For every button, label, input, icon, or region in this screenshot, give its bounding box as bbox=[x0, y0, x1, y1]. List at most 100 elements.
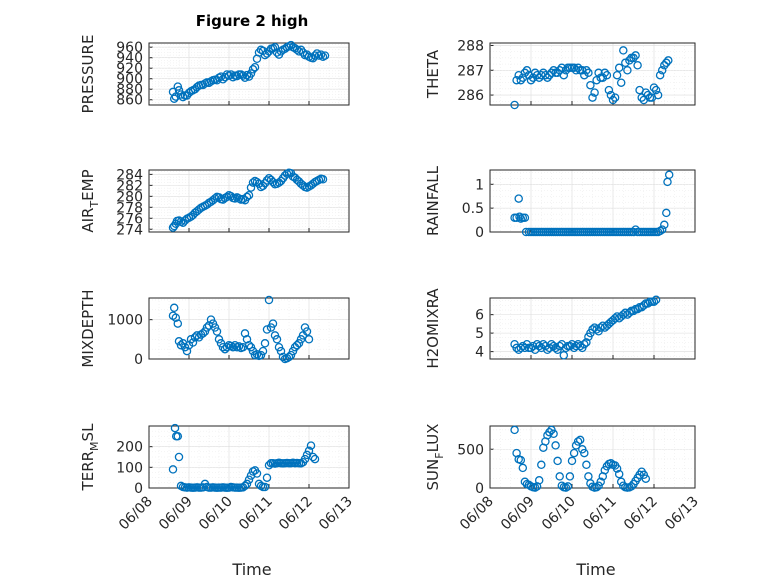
plot-frame bbox=[489, 297, 696, 360]
data-point bbox=[633, 304, 642, 314]
data-point bbox=[610, 314, 620, 323]
data-point bbox=[198, 329, 208, 338]
data-point bbox=[662, 208, 671, 218]
y-axis-label: SUNFLUX bbox=[424, 424, 446, 491]
y-tick-label: 288 bbox=[457, 38, 484, 54]
plot-frame bbox=[489, 42, 696, 106]
data-point bbox=[604, 85, 614, 95]
data-point bbox=[553, 456, 562, 466]
data-point bbox=[222, 342, 232, 352]
data-point bbox=[318, 175, 328, 184]
data-point bbox=[565, 341, 575, 351]
y-tick-label: 940 bbox=[116, 51, 143, 67]
data-point bbox=[559, 351, 569, 360]
data-point bbox=[631, 51, 640, 60]
data-point bbox=[639, 301, 649, 310]
figure-title: Figure 2 high bbox=[196, 12, 309, 30]
y-tick-label: 0 bbox=[475, 481, 484, 497]
data-point bbox=[173, 319, 183, 328]
data-point bbox=[662, 58, 671, 68]
data-point bbox=[537, 460, 546, 470]
data-point bbox=[629, 306, 638, 316]
data-point bbox=[555, 66, 564, 75]
y-tick-label: 1000 bbox=[107, 313, 143, 329]
data-point bbox=[310, 51, 320, 60]
data-point bbox=[565, 472, 575, 481]
data-point bbox=[250, 62, 260, 72]
data-point bbox=[210, 194, 220, 203]
data-point bbox=[608, 95, 618, 105]
data-point bbox=[643, 299, 653, 308]
data-point bbox=[586, 80, 595, 90]
data-point bbox=[592, 482, 601, 492]
y-tick-label: 880 bbox=[116, 82, 143, 98]
data-point bbox=[584, 68, 593, 78]
data-point bbox=[268, 319, 278, 328]
data-point bbox=[539, 339, 548, 349]
data-point bbox=[248, 65, 258, 74]
data-point bbox=[244, 190, 254, 200]
data-point bbox=[294, 47, 304, 56]
y-axis-label: PRESSURE bbox=[79, 35, 97, 114]
data-point bbox=[510, 100, 519, 110]
y-tick-label: 500 bbox=[457, 442, 484, 458]
data-point bbox=[262, 176, 272, 185]
data-point bbox=[545, 427, 554, 437]
data-point bbox=[276, 346, 286, 356]
data-point bbox=[559, 70, 569, 80]
y-tick-label: 100 bbox=[116, 460, 143, 476]
data-point bbox=[270, 42, 280, 52]
data-point bbox=[614, 63, 624, 73]
data-point bbox=[625, 308, 634, 318]
data-point bbox=[246, 183, 256, 192]
data-point bbox=[316, 50, 326, 59]
y-tick-label: 276 bbox=[116, 211, 143, 227]
data-point bbox=[242, 335, 252, 344]
data-point bbox=[246, 69, 256, 78]
data-point bbox=[171, 313, 181, 322]
data-point bbox=[561, 343, 571, 353]
data-point bbox=[292, 340, 302, 350]
y-axis-label: RAINFALL bbox=[424, 165, 442, 236]
data-point bbox=[600, 68, 610, 78]
data-point bbox=[286, 350, 296, 360]
plot-frame bbox=[148, 297, 350, 360]
data-point bbox=[514, 194, 523, 203]
data-point bbox=[594, 68, 603, 78]
data-point bbox=[518, 341, 528, 351]
data-point bbox=[641, 88, 651, 97]
data-point bbox=[170, 423, 180, 433]
data-point bbox=[242, 479, 252, 489]
data-point bbox=[516, 75, 526, 85]
data-point bbox=[592, 325, 601, 334]
data-point bbox=[655, 226, 665, 236]
data-point bbox=[308, 452, 318, 462]
data-point bbox=[234, 342, 244, 351]
data-point bbox=[240, 481, 250, 491]
data-point bbox=[641, 474, 651, 483]
data-point bbox=[653, 90, 663, 100]
data-point bbox=[602, 70, 612, 80]
data-point bbox=[242, 70, 252, 80]
y-tick-label: 287 bbox=[457, 63, 484, 79]
data-point bbox=[551, 441, 560, 450]
y-axis-label: MIXDEPTH bbox=[79, 289, 97, 367]
data-point bbox=[596, 477, 605, 487]
data-point bbox=[526, 343, 536, 353]
data-point bbox=[627, 482, 636, 491]
data-point bbox=[664, 170, 674, 180]
data-point bbox=[258, 346, 268, 356]
data-point bbox=[298, 48, 308, 57]
data-point bbox=[188, 338, 198, 347]
data-point bbox=[657, 225, 667, 234]
y-tick-label: 282 bbox=[116, 178, 143, 194]
data-point bbox=[619, 481, 628, 490]
data-point bbox=[302, 327, 312, 336]
plot-frame bbox=[148, 42, 350, 106]
data-point bbox=[272, 335, 282, 344]
y-tick-label: 0 bbox=[134, 352, 143, 368]
data-point bbox=[651, 295, 661, 305]
data-point bbox=[543, 345, 552, 355]
data-point bbox=[621, 58, 630, 68]
data-point bbox=[238, 71, 248, 80]
